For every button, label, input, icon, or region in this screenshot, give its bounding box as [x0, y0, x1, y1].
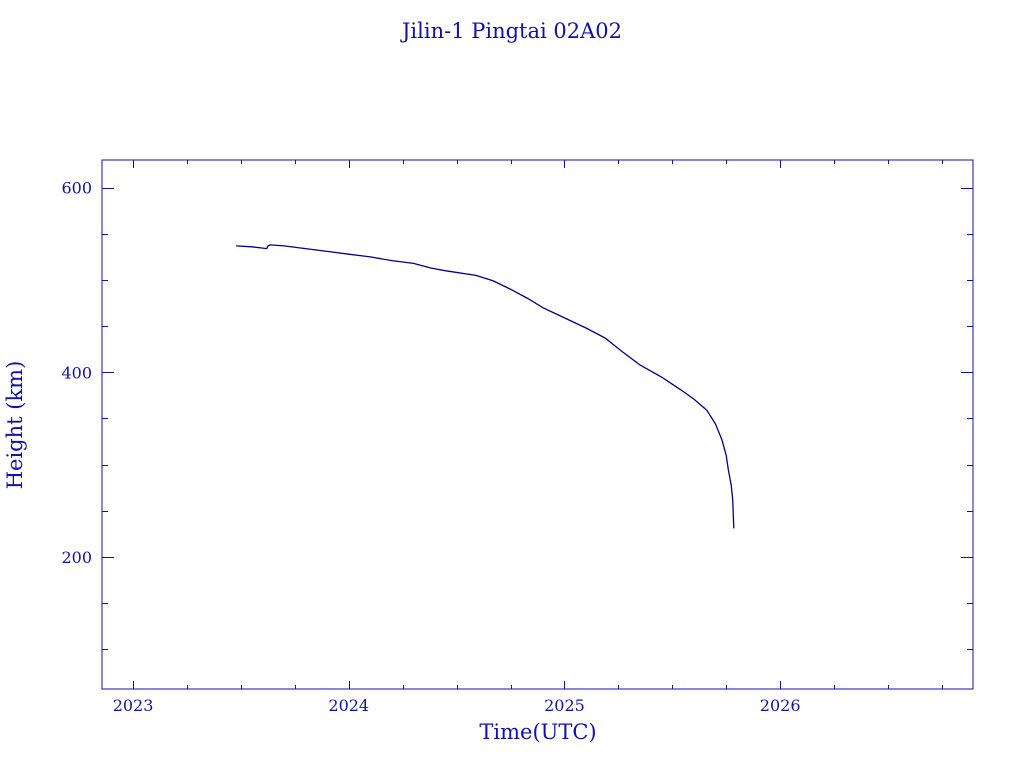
x-tick-label: 2025	[544, 696, 585, 715]
y-tick-label: 200	[61, 548, 92, 567]
y-axis-label: Height (km)	[3, 361, 27, 490]
x-tick-label: 2026	[760, 696, 801, 715]
y-tick-label: 400	[61, 363, 92, 382]
plot-frame	[101, 159, 974, 690]
x-tick-label: 2024	[328, 696, 369, 715]
x-axis-label: Time(UTC)	[479, 720, 596, 744]
series-line-height	[236, 244, 735, 529]
x-tick-label: 2023	[113, 696, 154, 715]
chart-title: Jilin-1 Pingtai 02A02	[400, 19, 622, 43]
y-tick-label: 600	[61, 179, 92, 198]
